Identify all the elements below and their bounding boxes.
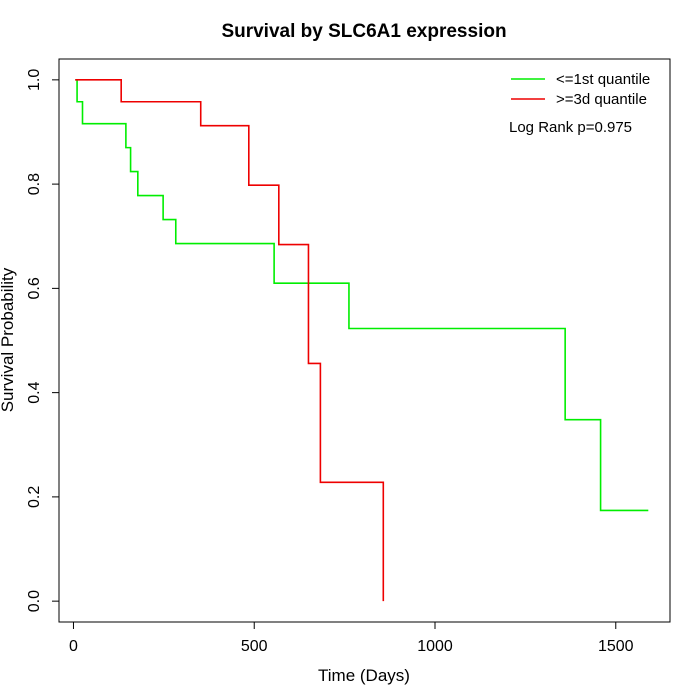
legend-label-2: >=3d quantile — [556, 91, 647, 108]
chart-title: Survival by SLC6A1 expression — [221, 21, 506, 42]
y-tick-label: 0.0 — [26, 590, 43, 612]
x-axis-label: Time (Days) — [318, 666, 410, 685]
log-rank-annotation: Log Rank p=0.975 — [509, 119, 632, 136]
legend-label-1: <=1st quantile — [556, 71, 650, 88]
y-tick-label: 1.0 — [26, 69, 43, 91]
y-tick-label: 0.6 — [26, 277, 43, 299]
x-tick-label: 500 — [241, 638, 268, 655]
y-tick-label: 0.4 — [26, 381, 43, 403]
y-axis: 0.0 0.2 0.4 0.6 0.8 1.0 — [26, 69, 60, 612]
x-axis: 0 500 1000 1500 — [69, 621, 634, 655]
y-tick-label: 0.2 — [26, 486, 43, 508]
legend: <=1st quantile >=3d quantile — [511, 71, 650, 108]
y-tick-label: 0.8 — [26, 173, 43, 195]
x-tick-label: 1500 — [598, 638, 634, 655]
series-layer — [75, 79, 649, 602]
plot-frame — [58, 58, 671, 623]
series-line-2 — [75, 79, 385, 602]
x-tick-label: 0 — [69, 638, 78, 655]
y-axis-label: Survival Probability — [0, 267, 17, 412]
x-tick-label: 1000 — [417, 638, 453, 655]
series-line-1 — [75, 79, 649, 512]
